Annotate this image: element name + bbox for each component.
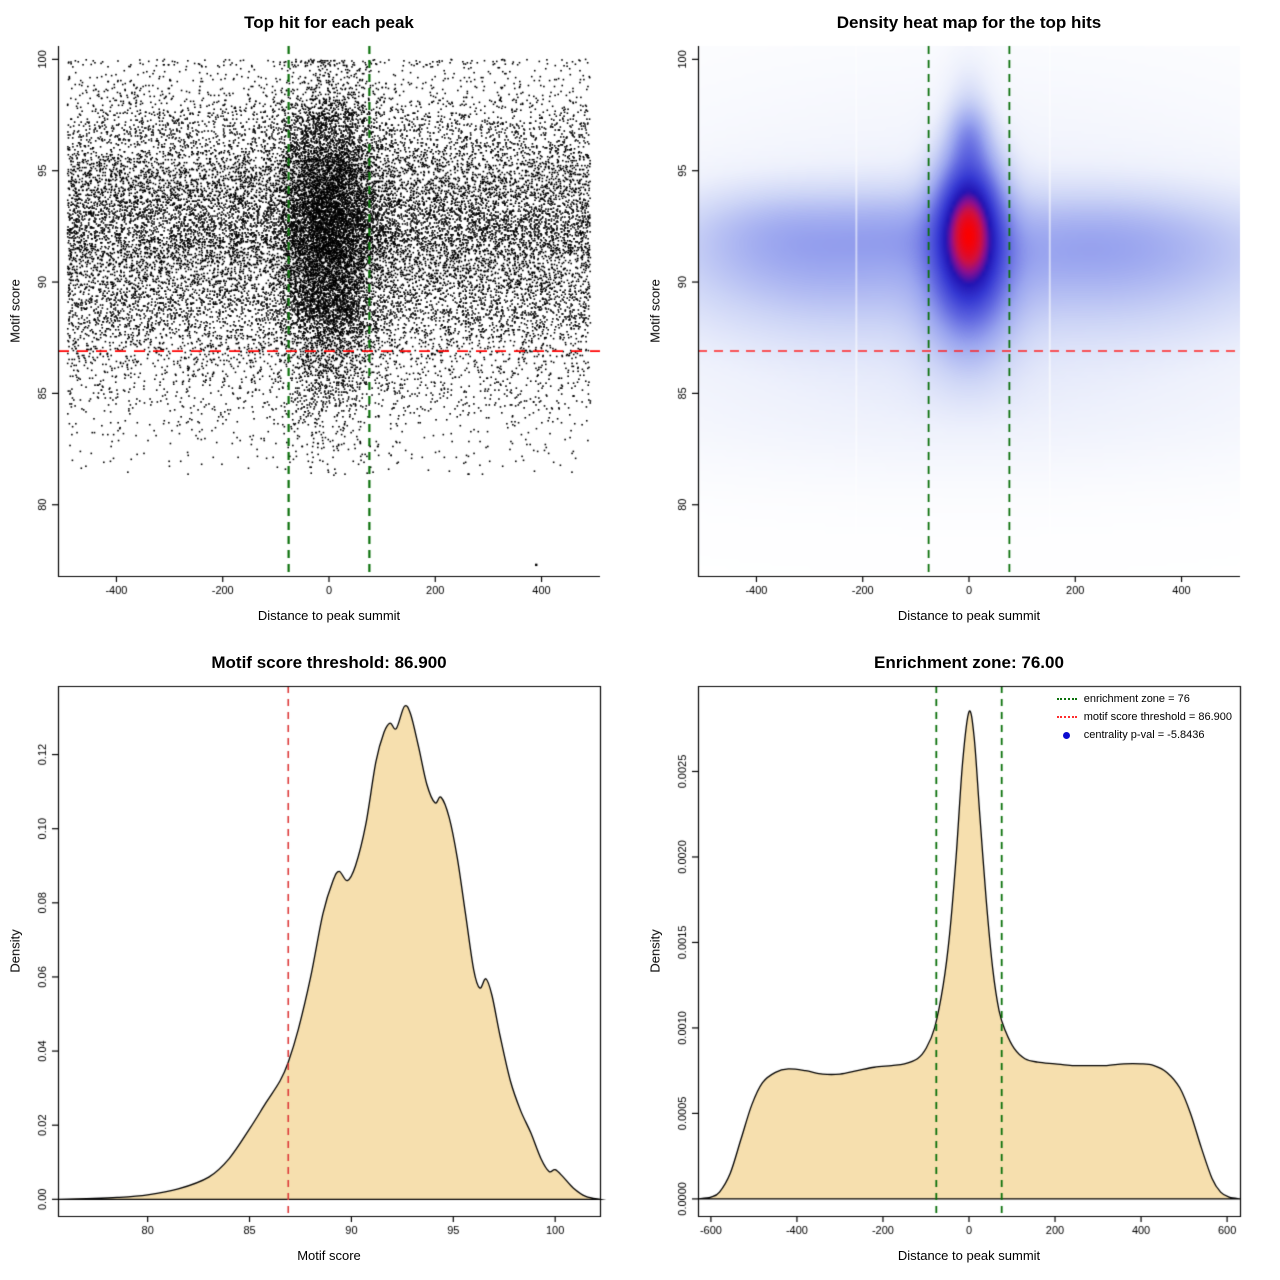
legend-item-motif-score-threshold: motif score threshold = 86.900 [1056,710,1232,724]
x-axis-label: Distance to peak summit [257,608,401,623]
plot-title: Motif score threshold: 86.900 [211,653,447,672]
legend-item-centrality-pval: centrality p-val = -5.8436 [1057,728,1232,742]
panel-motif-score-density: Motif score threshold: 86.900 Motif scor… [0,640,640,1280]
panel-enrichment-zone-density: Enrichment zone: 76.00 Distance to peak … [640,640,1280,1280]
red-dotted-line-icon [1056,716,1077,718]
y-axis-label: Motif score [7,279,23,343]
y-axis-label: Density [7,929,23,973]
heatmap-canvas [640,0,1280,640]
legend-label: enrichment zone = 76 [1083,693,1190,705]
x-axis-label: Distance to peak summit [897,608,1041,623]
panel-top-hit-scatter: Top hit for each peak Distance to peak s… [0,0,640,640]
blue-point-icon [1063,731,1071,739]
x-axis-label: Distance to peak summit [897,1248,1041,1263]
distance-density-canvas [640,640,1280,1280]
legend-item-enrichment-zone: enrichment zone = 76 [1056,692,1232,706]
plot-title: Density heat map for the top hits [836,13,1102,32]
legend: enrichment zone = 76 motif score thresho… [1056,692,1232,742]
scatter-plot-canvas [0,0,640,640]
y-axis-label: Motif score [647,279,663,343]
legend-label: centrality p-val = -5.8436 [1083,729,1205,741]
score-density-canvas [0,640,640,1280]
plot-title: Enrichment zone: 76.00 [874,653,1064,672]
green-dotted-line-icon [1056,698,1077,700]
y-axis-label: Density [647,929,663,973]
panel-density-heatmap: Density heat map for the top hits Distan… [640,0,1280,640]
x-axis-label: Motif score [297,1248,361,1263]
legend-label: motif score threshold = 86.900 [1083,711,1232,723]
plot-title: Top hit for each peak [244,13,414,32]
